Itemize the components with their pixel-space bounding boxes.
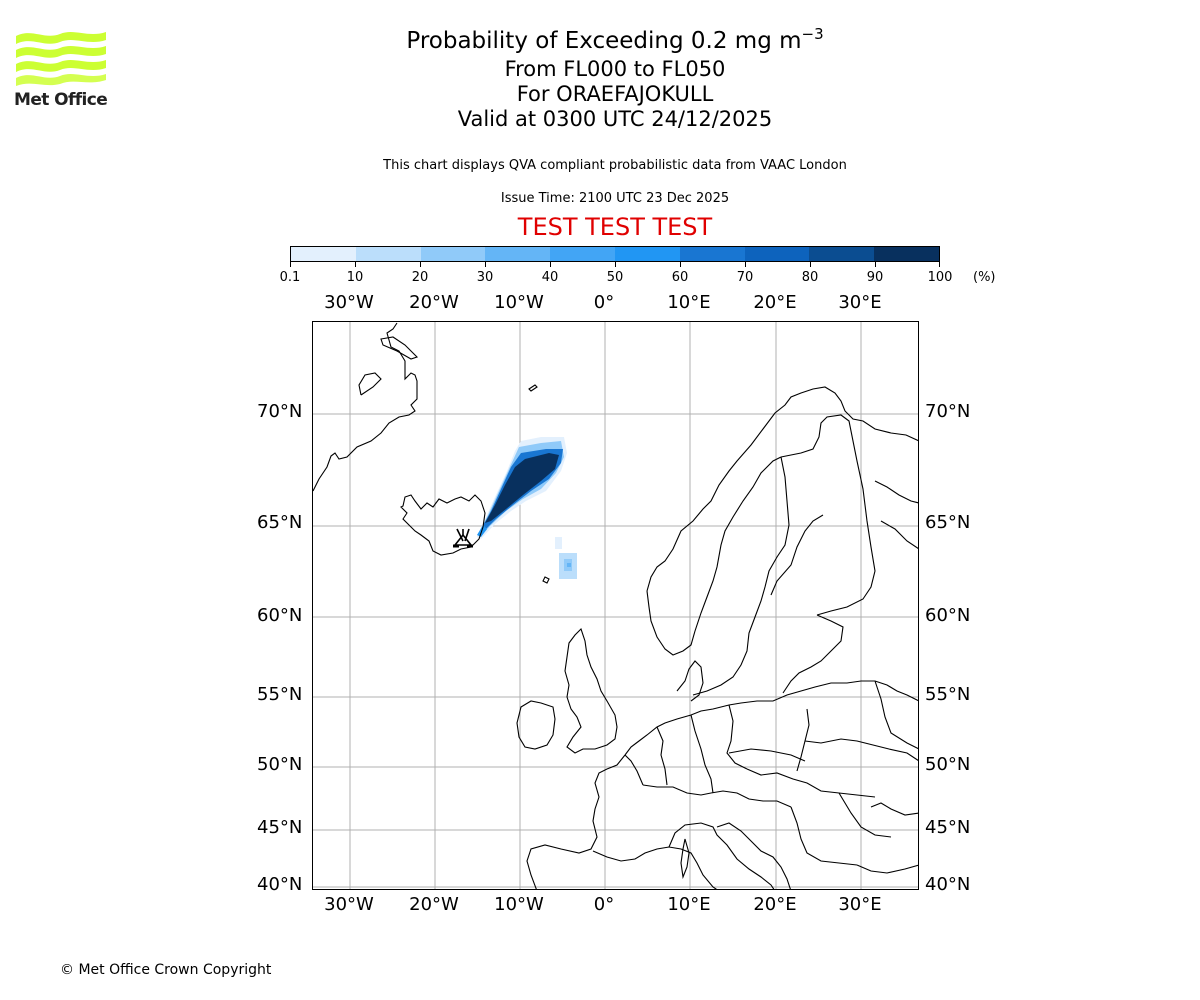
colorbar-tick-label: 60	[671, 270, 689, 285]
map-panel[interactable]	[312, 321, 919, 890]
colorbar-tick-label: 20	[411, 270, 429, 285]
chart-description: This chart displays QVA compliant probab…	[383, 158, 847, 173]
colorbar-segment	[291, 247, 356, 261]
colorbar-tick	[550, 262, 551, 267]
colorbar-tick	[680, 262, 681, 267]
lon-label: 10°W	[494, 292, 544, 313]
colorbar-tick	[939, 262, 940, 267]
gridlines	[313, 322, 918, 889]
colorbar-segment	[744, 247, 810, 261]
coastlines	[313, 322, 918, 889]
colorbar-tick-label: 90	[866, 270, 884, 285]
met-office-wave-icon	[16, 32, 106, 86]
colorbar-tick	[875, 262, 876, 267]
lon-label: 30°W	[324, 292, 374, 313]
test-banner: TEST TEST TEST	[517, 213, 713, 241]
colorbar-segment	[550, 247, 615, 261]
lon-label: 20°W	[409, 292, 459, 313]
flight-level-range: From FL000 to FL050	[504, 57, 726, 81]
lon-label: 0°	[593, 292, 615, 313]
lon-label: 30°E	[838, 292, 882, 313]
lat-label: 70°N	[257, 401, 303, 422]
met-office-logo: Met Office	[14, 28, 108, 112]
lat-label: 55°N	[925, 684, 971, 705]
ash-plume-heatmap	[477, 437, 577, 579]
colorbar-tick-label: 40	[541, 270, 559, 285]
lat-label: 45°N	[925, 817, 971, 838]
colorbar-tick	[615, 262, 616, 267]
lon-label: 10°W	[494, 894, 544, 915]
map-canvas	[313, 322, 918, 889]
lon-label: 20°E	[753, 894, 797, 915]
lon-label: 10°E	[667, 292, 711, 313]
lat-label: 60°N	[925, 605, 971, 626]
lon-label: 20°E	[753, 292, 797, 313]
colorbar-segment	[355, 247, 421, 261]
lon-label: 30°W	[324, 894, 374, 915]
volcano-icon	[453, 528, 473, 548]
colorbar-tick-label: 0.1	[279, 270, 301, 285]
lon-label: 0°	[593, 894, 615, 915]
colorbar-tick-label: 10	[346, 270, 364, 285]
lat-label: 60°N	[257, 605, 303, 626]
lon-label: 10°E	[667, 894, 711, 915]
valid-time: Valid at 0300 UTC 24/12/2025	[457, 107, 773, 131]
colorbar-tick	[810, 262, 811, 267]
chart-title-block: Probability of Exceeding 0.2 mg m−3 From…	[300, 26, 930, 132]
lat-label: 50°N	[257, 754, 303, 775]
lon-label: 30°E	[838, 894, 882, 915]
lat-label: 50°N	[925, 754, 971, 775]
colorbar-unit: (%)	[973, 270, 996, 285]
colorbar-tick	[420, 262, 421, 267]
colorbar-segment	[809, 247, 875, 261]
logo-text: Met Office	[14, 90, 108, 110]
title-text: Probability of Exceeding 0.2 mg m	[406, 28, 802, 54]
lon-label: 20°W	[409, 894, 459, 915]
colorbar-tick	[355, 262, 356, 267]
issue-time: Issue Time: 2100 UTC 23 Dec 2025	[500, 191, 730, 206]
colorbar-tick	[290, 262, 291, 267]
colorbar-segment	[614, 247, 680, 261]
lat-label: 70°N	[925, 401, 971, 422]
colorbar-tick	[485, 262, 486, 267]
colorbar-tick-label: 80	[801, 270, 819, 285]
colorbar-segment	[420, 247, 486, 261]
colorbar-tick-label: 30	[476, 270, 494, 285]
volcano-name: For ORAEFAJOKULL	[516, 82, 714, 106]
colorbar-tick-label: 70	[736, 270, 754, 285]
lat-label: 65°N	[257, 512, 303, 533]
lat-label: 55°N	[257, 684, 303, 705]
lat-label: 40°N	[925, 874, 971, 895]
colorbar-segment	[679, 247, 745, 261]
lat-label: 45°N	[257, 817, 303, 838]
chart-title: Probability of Exceeding 0.2 mg m−3	[300, 26, 930, 57]
colorbar-tick	[745, 262, 746, 267]
colorbar-tick-label: 100	[927, 270, 953, 285]
lat-label: 40°N	[257, 874, 303, 895]
colorbar-tick-label: 50	[606, 270, 624, 285]
colorbar	[290, 246, 940, 262]
lat-label: 65°N	[925, 512, 971, 533]
title-superscript: −3	[801, 25, 824, 43]
copyright-notice: © Met Office Crown Copyright	[60, 962, 272, 978]
colorbar-segment	[485, 247, 551, 261]
colorbar-segment	[874, 247, 939, 261]
